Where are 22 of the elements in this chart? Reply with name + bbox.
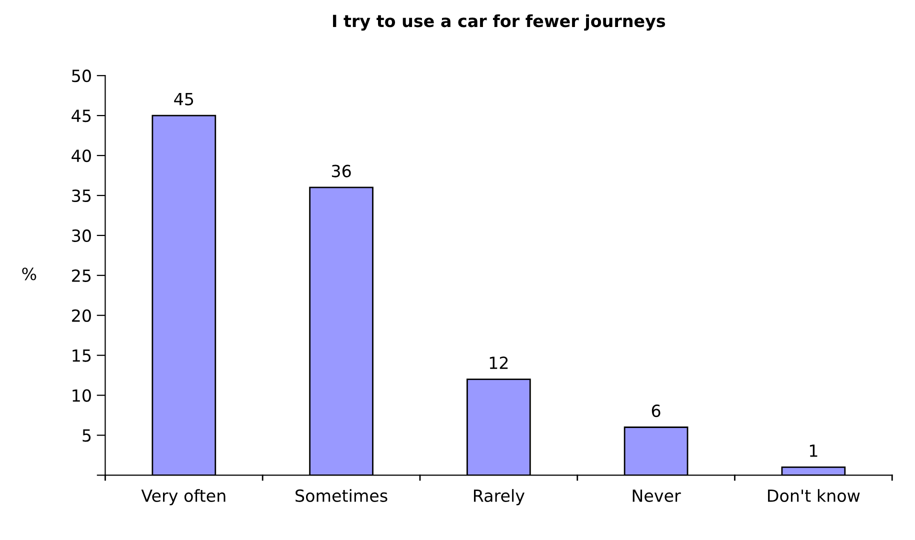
y-tick-label: 50 — [72, 70, 91, 82]
x-tick-label: Rarely — [474, 489, 524, 506]
data-label: 36 — [332, 164, 351, 178]
data-label: 6 — [652, 404, 660, 418]
y-tick-label: 20 — [72, 309, 91, 322]
x-tick-label: Very often — [141, 489, 226, 506]
data-label: 12 — [490, 356, 508, 369]
y-tick-label: 15 — [72, 350, 91, 362]
y-tick-label: 5 — [82, 429, 91, 442]
y-axis-title: % — [22, 268, 36, 280]
x-tick-label: Sometimes — [296, 489, 388, 502]
y-tick-label: 40 — [72, 149, 91, 162]
y-tick-label: 35 — [72, 189, 91, 202]
data-label: 45 — [174, 93, 194, 106]
y-tick-label: 25 — [72, 269, 91, 282]
x-tick-label: Don't know — [768, 489, 860, 502]
chart-title: I try to use a car for fewer journeys — [333, 14, 666, 31]
y-tick-label: 30 — [72, 229, 91, 242]
data-label: 1 — [810, 444, 818, 457]
x-tick-label: Never — [632, 490, 681, 502]
y-tick-label: 45 — [72, 110, 91, 122]
y-tick-label: 10 — [72, 389, 91, 402]
